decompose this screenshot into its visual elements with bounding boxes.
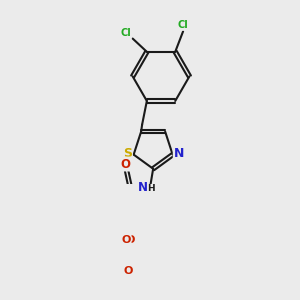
Text: N: N — [174, 146, 184, 160]
Text: S: S — [123, 146, 132, 160]
Text: Cl: Cl — [178, 20, 188, 30]
Text: H: H — [147, 184, 155, 194]
Text: N: N — [138, 181, 148, 194]
Text: Cl: Cl — [120, 28, 131, 38]
Text: O: O — [121, 235, 131, 245]
Text: O: O — [120, 158, 130, 170]
Text: O: O — [125, 235, 135, 245]
Text: O: O — [123, 266, 133, 276]
